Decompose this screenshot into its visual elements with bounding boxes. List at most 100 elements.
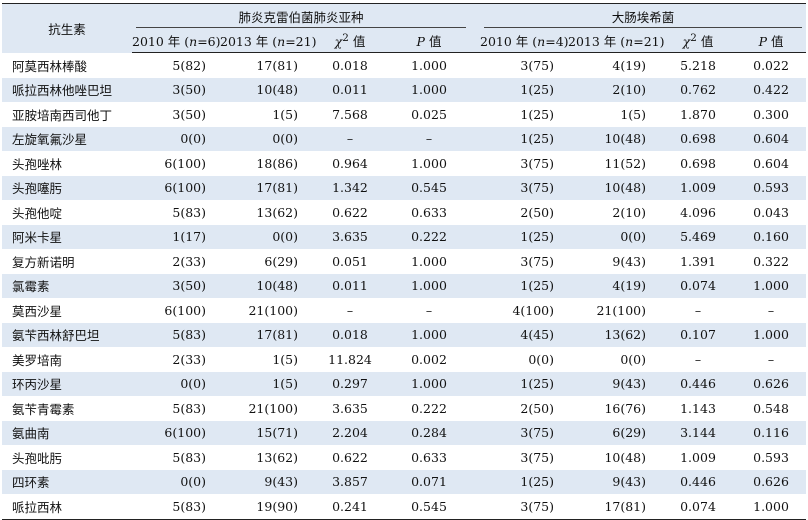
ecoli-chi-square-header: χ2 值 [660,28,737,53]
klebsiella-2010-cell: 5(83) [172,449,206,465]
ecoli-2013-cell: 0(0) [568,224,661,249]
klebsiella-group-header: 肺炎克雷伯菌肺炎亚种 [132,3,471,28]
drug-name-cell: 氯霉素 [2,273,132,298]
ecoli-2013-cell: 11(52) [604,155,647,171]
klebsiella-2013-cell: 15(71) [220,420,312,445]
table-header: 抗生素 肺炎克雷伯菌肺炎亚种 大肠埃希菌 2010 年 (n=6) 2013 年… [2,3,807,53]
klebsiella-2010-cell: 6(100) [164,155,206,171]
ecoli-p-value-cell: 0.626 [736,469,807,494]
ecoli-2010-cell: 1(25) [480,273,569,298]
klebsiella-2010-cell: 3(50) [172,106,206,122]
klebsiella-2010-cell: 2(33) [172,351,206,367]
klebsiella-2010-cell: 6(100) [164,302,206,318]
klebsiella-chi-square-cell: 2.204 [312,420,388,445]
klebsiella-2010-cell: 5(83) [172,400,206,416]
ecoli-2013-cell: 9(43) [612,253,647,269]
ecoli-chi-square-cell: 1.009 [660,175,737,200]
drug-column-header: 抗生素 [2,3,132,53]
table-row: 氯霉素 3(50) 10(48) 0.011 1.000 1(25) 4(19) 0.074 1… [2,273,807,298]
ecoli-2013-cell: 4(19) [568,273,661,298]
drug-name-cell: 头孢吡肟 [12,450,63,466]
table-row: 氨苄青霉素 5(83) 21(100) 3.635 0.222 2(50) 16(76) 1.… [2,396,806,421]
ecoli-2010-cell: 1(25) [480,126,569,151]
ecoli-chi-square-cell: 0.698 [680,155,716,171]
klebsiella-chi-square-cell: 0.622 [332,204,368,220]
ecoli-2010-cell: 1(25) [520,106,555,122]
ecoli-2010-cell: 1(25) [480,469,569,494]
table-row: 左旋氧氟沙星 0(0) 0(0) – –1(25) 10(48) 0.698 0.604 [2,126,807,151]
klebsiella-2013-cell: 21(100) [248,400,298,416]
klebsiella-p-value-cell: – [388,126,471,151]
ecoli-p-value-cell: 0.322 [753,253,789,269]
klebsiella-2013-cell: 0(0) [220,224,312,249]
klebsiella-chi-square-cell: 11.824 [328,351,372,367]
klebsiella-p-value-cell: 0.071 [388,469,471,494]
ecoli-2010-cell: 1(25) [480,371,569,396]
ecoli-p-value-cell: 1.000 [736,322,807,347]
klebsiella-chi-square-cell: 0.622 [332,449,368,465]
drug-name-cell: 莫西沙星 [12,303,63,319]
klebsiella-2013-cell: 21(100) [248,302,298,318]
klebsiella-p-value-cell: 0.633 [411,449,447,465]
ecoli-2010-cell: 3(75) [480,420,569,445]
ecoli-chi-square-cell: 0.698 [660,126,737,151]
ecoli-chi-square-cell: 3.144 [660,420,737,445]
ecoli-2010-cell: 3(75) [520,449,555,465]
ecoli-p-value-cell: 0.593 [736,175,807,200]
ecoli-2013-cell: 4(19) [612,57,647,73]
klebsiella-2013-header: 2013 年 (n=21) [220,28,316,53]
klebsiella-p-value-cell: 0.545 [388,494,471,520]
ecoli-2013-cell: 21(100) [596,302,647,318]
klebsiella-2010-cell: 0(0) [132,469,220,494]
ecoli-2013-cell: 9(43) [568,371,661,396]
drug-name-cell: 阿莫西林棒酸 [12,58,88,74]
klebsiella-chi-square-cell: 0.011 [312,273,388,298]
klebsiella-2013-cell: 6(29) [264,253,298,269]
ecoli-2010-cell: 3(75) [520,155,555,171]
drug-name-cell: 环丙沙星 [2,371,132,396]
ecoli-2013-cell: 10(48) [568,175,661,200]
klebsiella-2010-cell: 6(100) [132,175,220,200]
ecoli-p-value-cell: 0.548 [753,400,789,416]
drug-name-cell: 头孢他啶 [12,205,63,221]
ecoli-group-header: 大肠埃希菌 [480,3,807,28]
klebsiella-chi-square-cell: – [312,126,388,151]
klebsiella-chi-square-cell: 3.635 [332,400,368,416]
ecoli-p-value-cell: 0.604 [753,155,789,171]
ecoli-2010-cell: 1(25) [480,224,569,249]
klebsiella-chi-square-cell: 0.018 [332,57,368,73]
ecoli-chi-square-cell: 4.096 [680,204,716,220]
ecoli-chi-square-cell: 5.218 [680,57,716,73]
ecoli-group-title: 大肠埃希菌 [611,9,675,25]
klebsiella-2010-cell: 2(33) [172,253,206,269]
klebsiella-2013-cell: 13(62) [256,204,298,220]
klebsiella-2010-cell: 1(17) [132,224,220,249]
ecoli-2013-cell: 17(81) [568,494,661,520]
ecoli-p-value-header: P 值 [736,28,807,53]
klebsiella-2013-cell: 1(5) [220,371,312,396]
drug-name-cell: 左旋氧氟沙星 [2,126,132,151]
klebsiella-2010-cell: 0(0) [132,371,220,396]
klebsiella-p-value-cell: 1.000 [388,371,471,396]
klebsiella-2010-cell: 0(0) [132,126,220,151]
klebsiella-2013-cell: 13(62) [256,449,298,465]
klebsiella-2013-cell: 0(0) [220,126,312,151]
ecoli-chi-square-cell: 5.469 [660,224,737,249]
klebsiella-p-value-cell: 1.000 [388,273,471,298]
klebsiella-2013-cell: 1(5) [272,106,298,122]
klebsiella-p-value-cell: 0.284 [388,420,471,445]
klebsiella-2013-cell: 10(48) [220,273,312,298]
klebsiella-p-value-cell: 0.633 [411,204,447,220]
ecoli-2013-cell: 9(43) [568,469,661,494]
ecoli-p-value-cell: 0.116 [736,420,807,445]
ecoli-p-value-cell: 0.626 [736,371,807,396]
klebsiella-p-value-cell: 1.000 [411,57,447,73]
klebsiella-p-value-cell: 1.000 [388,322,471,347]
table-row: 头孢他啶 5(83) 13(62) 0.622 0.633 2(50) 2(10) 4.096… [2,200,806,225]
table-row: 哌拉西林 5(83) 19(90) 0.241 0.545 3(75) 17(81) 0.07… [2,494,807,520]
ecoli-2010-cell: 2(50) [520,400,555,416]
ecoli-2010-cell: 3(75) [520,253,555,269]
ecoli-p-value-cell: – [767,302,775,318]
klebsiella-2013-cell: 19(90) [220,494,312,520]
drug-name-cell: 氨曲南 [2,420,132,445]
